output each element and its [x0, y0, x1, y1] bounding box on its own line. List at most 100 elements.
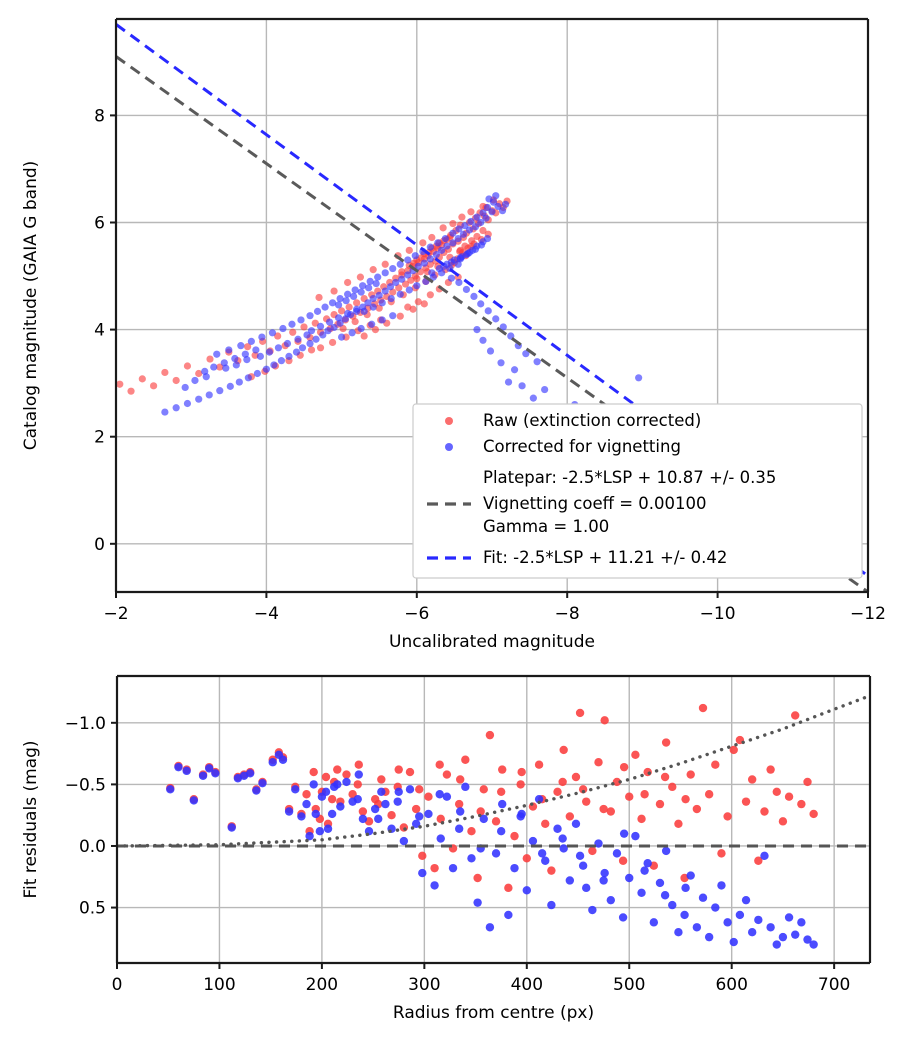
data-point	[553, 824, 562, 833]
data-point	[330, 287, 338, 295]
data-point	[499, 323, 507, 331]
data-point	[210, 363, 218, 371]
data-point	[181, 383, 189, 392]
data-point	[396, 312, 404, 320]
data-point	[414, 298, 422, 306]
data-point	[456, 255, 465, 263]
data-point	[784, 913, 794, 922]
data-point	[723, 918, 732, 927]
data-point	[442, 770, 452, 779]
data-point	[631, 750, 640, 760]
data-point	[467, 854, 476, 863]
data-point	[306, 312, 314, 320]
data-point	[298, 344, 307, 352]
data-point	[473, 232, 481, 241]
data-point	[360, 307, 368, 315]
data-point	[588, 846, 597, 856]
data-point	[358, 807, 368, 816]
data-point	[285, 352, 293, 360]
data-point	[357, 324, 365, 333]
data-point	[222, 364, 230, 372]
legend-label: Platepar: -2.5*LSP + 10.87 +/- 0.35	[483, 468, 776, 487]
data-point	[448, 863, 458, 873]
data-point	[637, 814, 646, 824]
data-point	[698, 893, 708, 902]
data-point	[415, 785, 424, 794]
data-point	[498, 207, 507, 215]
data-point	[698, 703, 708, 713]
data-point	[405, 767, 415, 777]
data-point	[479, 336, 487, 344]
data-point	[369, 294, 377, 303]
data-point	[547, 900, 556, 910]
data-point	[277, 357, 286, 365]
data-point	[496, 827, 506, 836]
data-point	[252, 786, 261, 795]
data-point	[374, 273, 382, 281]
data-point	[297, 812, 306, 821]
data-point	[401, 280, 410, 288]
line-platepar	[116, 55, 868, 592]
data-point	[476, 807, 485, 816]
data-point	[462, 251, 471, 259]
y-tick-label: 0.0	[79, 837, 106, 857]
data-point	[534, 760, 544, 769]
data-point	[600, 868, 609, 878]
data-point	[447, 274, 455, 282]
data-point	[504, 378, 513, 386]
data-point	[711, 760, 720, 769]
data-point	[791, 930, 800, 939]
data-point	[418, 868, 427, 878]
data-point	[311, 319, 319, 327]
data-point	[413, 282, 421, 290]
data-point	[426, 255, 434, 263]
data-point	[575, 708, 585, 718]
legend-label: Corrected for vignetting	[483, 437, 681, 456]
data-point	[307, 327, 316, 335]
data-point	[558, 834, 567, 843]
data-point	[482, 214, 490, 222]
data-point	[389, 312, 397, 320]
data-point	[518, 382, 526, 390]
data-point	[404, 256, 412, 264]
data-point	[600, 716, 609, 725]
data-point	[643, 859, 652, 868]
x-tick-label: −12	[850, 604, 886, 624]
series-corrected-for-vignetting	[161, 192, 643, 417]
data-point	[640, 790, 649, 799]
data-point	[172, 376, 180, 385]
data-point	[381, 260, 389, 268]
plot-area	[117, 694, 870, 949]
data-point	[198, 771, 208, 780]
data-point	[389, 264, 397, 273]
data-point	[344, 309, 352, 318]
data-point	[174, 762, 183, 772]
data-point	[456, 807, 465, 816]
data-point	[377, 787, 386, 796]
data-point	[778, 932, 788, 942]
data-point	[522, 854, 531, 863]
data-point	[150, 382, 158, 390]
data-point	[206, 355, 214, 363]
data-point	[321, 787, 331, 796]
data-point	[686, 871, 695, 880]
data-point	[205, 764, 214, 773]
data-point	[680, 910, 689, 920]
data-point	[594, 839, 603, 848]
data-point	[213, 350, 221, 358]
data-point	[252, 346, 260, 354]
fit-lines	[117, 694, 870, 848]
data-point	[353, 299, 361, 307]
data-point	[381, 799, 390, 809]
data-point	[354, 760, 363, 769]
data-point	[237, 342, 245, 350]
data-point	[485, 730, 495, 740]
data-point	[625, 873, 634, 883]
data-point	[387, 810, 396, 820]
data-point	[443, 242, 451, 250]
data-point	[345, 303, 353, 311]
data-point	[533, 358, 541, 366]
data-point	[494, 202, 502, 211]
data-point	[704, 790, 714, 799]
data-point	[565, 812, 575, 821]
